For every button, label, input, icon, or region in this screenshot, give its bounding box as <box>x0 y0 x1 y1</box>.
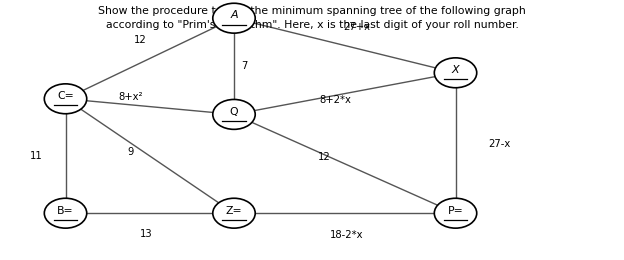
Ellipse shape <box>213 198 255 228</box>
Ellipse shape <box>213 3 255 33</box>
Text: 12: 12 <box>134 35 147 45</box>
Ellipse shape <box>44 198 87 228</box>
Text: Show the procedure to find the minimum spanning tree of the following graph: Show the procedure to find the minimum s… <box>98 6 526 16</box>
Text: 8+2*x: 8+2*x <box>319 95 351 105</box>
Text: 9: 9 <box>128 147 134 157</box>
Text: 7: 7 <box>241 61 248 71</box>
Text: 27-x: 27-x <box>488 139 510 149</box>
Text: 13: 13 <box>140 229 153 239</box>
Text: C=: C= <box>57 91 74 101</box>
Text: 12: 12 <box>318 152 331 162</box>
Text: B=: B= <box>57 206 74 216</box>
Ellipse shape <box>434 58 477 88</box>
Ellipse shape <box>44 84 87 114</box>
Text: Q: Q <box>230 107 238 117</box>
Text: 11: 11 <box>30 151 42 161</box>
Ellipse shape <box>434 198 477 228</box>
Text: Z=: Z= <box>226 206 242 216</box>
Ellipse shape <box>213 99 255 129</box>
Text: 27+x: 27+x <box>343 22 371 32</box>
Text: A: A <box>230 10 238 20</box>
Text: 18-2*x: 18-2*x <box>329 230 363 239</box>
Text: according to "Prim's Algorithm". Here, x is the last digit of your roll number.: according to "Prim's Algorithm". Here, x… <box>105 20 519 29</box>
Text: P=: P= <box>447 206 464 216</box>
Text: 8+x²: 8+x² <box>119 93 144 102</box>
Text: X: X <box>452 65 459 75</box>
